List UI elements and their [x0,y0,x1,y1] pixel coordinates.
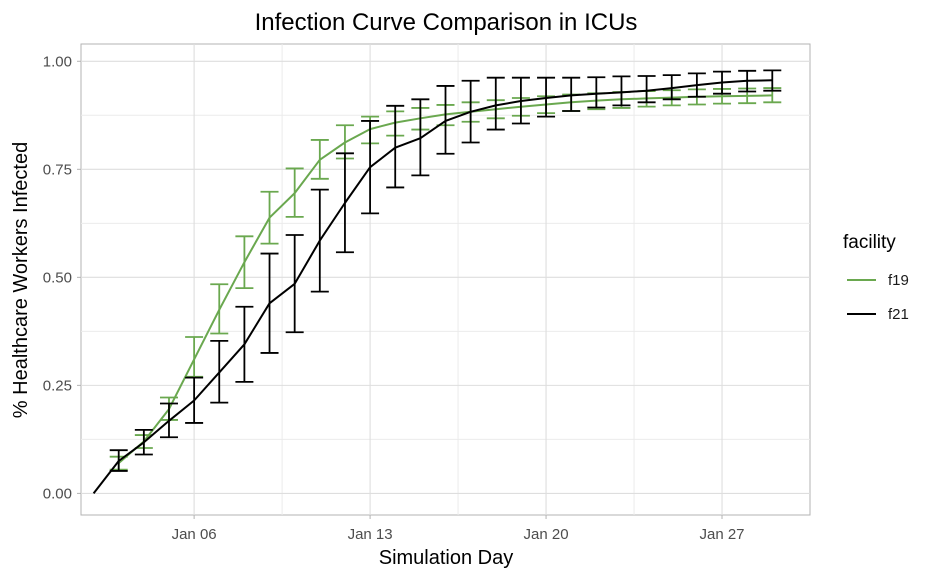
minor-gridlines [81,44,810,515]
error-bar-f21 [587,76,606,109]
legend: facility f19 f21 [843,232,909,323]
y-tick-label: 0.25 [43,377,72,394]
legend-label-f19: f19 [888,272,909,289]
x-tick-label: Jan 20 [524,526,569,543]
y-tick-label: 0.50 [43,269,72,286]
series-f21 [92,69,782,495]
legend-label-f21: f21 [888,306,909,323]
x-tick-label: Jan 13 [348,526,393,543]
legend-item-f21: f21 [847,306,909,323]
x-axis-ticks: Jan 06 Jan 13 Jan 20 Jan 27 [172,515,745,543]
x-tick-label: Jan 27 [699,526,744,543]
x-tick-label: Jan 06 [172,526,217,543]
y-axis-ticks: 0.00 0.25 0.50 0.75 1.00 [43,53,81,502]
chart-title: Infection Curve Comparison in ICUs [255,9,638,36]
error-bar-f21 [637,75,656,104]
y-axis-title: % Healthcare Workers Infected [10,142,32,418]
y-tick-label: 1.00 [43,53,72,70]
major-gridlines [81,44,810,515]
error-bar-f21 [436,85,455,155]
x-axis-title: Simulation Day [379,547,514,569]
legend-item-f19: f19 [847,272,909,289]
legend-title: facility [843,232,896,253]
series-layer [92,69,782,495]
error-bar-f21 [486,76,505,131]
legend-items: f19 f21 [847,272,909,323]
y-tick-label: 0.00 [43,485,72,502]
error-bar-f21 [612,75,631,107]
series-line-f21 [92,79,773,495]
error-bar-f21 [562,76,581,112]
plot-panel [80,43,811,516]
y-tick-label: 0.75 [43,161,72,178]
